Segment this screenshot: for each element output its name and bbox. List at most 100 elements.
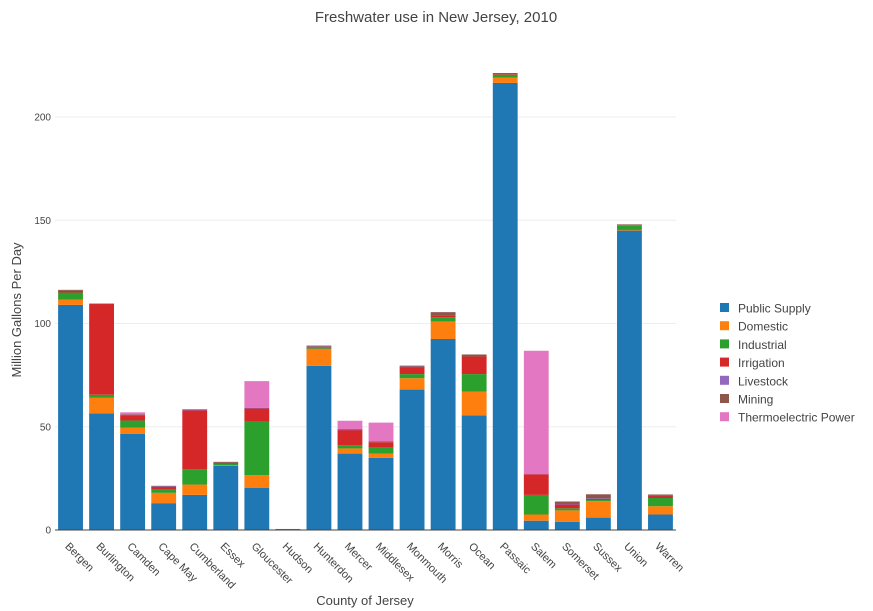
bar-segment	[337, 429, 363, 446]
bar-segment	[213, 462, 239, 464]
bar-segment	[244, 407, 270, 409]
bar-segment	[523, 494, 549, 515]
bar-segment	[399, 374, 425, 379]
bar-segment	[461, 356, 487, 375]
bar-segment	[430, 315, 456, 318]
bar-segment	[523, 350, 549, 474]
bar-segment	[306, 346, 332, 348]
bar-segment	[492, 74, 518, 75]
bar-segment	[182, 494, 208, 530]
y-tick-label: 50	[40, 422, 52, 433]
bar-segment	[617, 225, 642, 226]
bar-segment	[89, 303, 114, 395]
legend-swatch	[720, 303, 729, 312]
bar-segment	[585, 494, 611, 499]
bar-segment	[120, 433, 146, 530]
bar-segment	[461, 391, 487, 416]
bar-segment	[244, 475, 270, 488]
bar-segment	[306, 365, 332, 530]
legend-label: Thermoelectric Power	[738, 411, 855, 425]
bar-segment	[554, 504, 580, 509]
bar-segment	[492, 77, 518, 83]
bar-segment	[182, 469, 208, 485]
bar-segment	[399, 389, 425, 530]
bar-segment	[554, 510, 580, 522]
legend-label: Domestic	[738, 320, 788, 334]
bar-segment	[120, 414, 146, 416]
bar-segment	[337, 429, 363, 430]
bar-segment	[58, 292, 83, 300]
bar-segment	[368, 453, 394, 458]
bar-segment	[554, 503, 580, 505]
legend-label: Irrigation	[738, 356, 785, 370]
bar-segment	[337, 448, 363, 454]
bar-segment	[648, 497, 673, 507]
bar-segment	[213, 461, 239, 463]
bar-segment	[492, 74, 518, 78]
bar-segment	[182, 484, 208, 495]
bar-segment	[523, 520, 549, 530]
y-tick-label: 0	[45, 526, 51, 537]
legend-swatch	[720, 321, 729, 331]
bar-segment	[585, 499, 611, 501]
y-tick-label: 100	[34, 319, 51, 330]
bar-segment	[151, 485, 177, 487]
bar-segment	[430, 321, 456, 339]
legend-label: Public Supply	[738, 302, 811, 316]
bar-segment	[617, 224, 642, 226]
bar-segment	[461, 374, 487, 392]
bar-segment	[120, 415, 146, 421]
bar-segment	[213, 465, 239, 466]
bar-segment	[120, 412, 146, 415]
bar-segment	[337, 453, 363, 530]
bar-segment	[275, 528, 301, 530]
legend-label: Mining	[738, 393, 773, 407]
bars-layer	[58, 73, 673, 531]
bar-segment	[244, 421, 270, 476]
bar-segment	[151, 489, 177, 493]
legend-label: Livestock	[738, 374, 789, 388]
bar-segment	[182, 410, 208, 470]
bar-segment	[585, 501, 611, 518]
bar-segment	[306, 349, 332, 366]
bar-segment	[306, 347, 332, 349]
bar-segment	[337, 445, 363, 449]
bar-segment	[617, 225, 642, 230]
bar-segment	[492, 73, 518, 75]
bar-segment	[461, 415, 487, 530]
bar-segment	[617, 229, 642, 231]
bar-segment	[244, 487, 270, 530]
bar-segment	[585, 517, 611, 530]
legend-swatch	[720, 339, 729, 349]
legend-swatch	[720, 357, 729, 367]
bar-segment	[461, 354, 487, 357]
x-tick-label: Union	[621, 541, 650, 570]
bar-segment	[58, 299, 83, 305]
bar-segment	[648, 494, 673, 496]
bar-segment	[523, 473, 549, 475]
bar-segment	[182, 409, 208, 411]
bar-segment	[120, 427, 146, 434]
grid-layer	[55, 116, 676, 428]
bar-segment	[58, 304, 83, 530]
bar-segment	[89, 303, 114, 305]
bar-segment	[399, 365, 425, 367]
bar-segment	[213, 463, 239, 466]
y-tick-label: 200	[34, 113, 51, 124]
bar-segment	[399, 366, 425, 375]
bar-segment	[89, 394, 114, 398]
bar-segment	[337, 429, 363, 431]
bar-segment	[617, 230, 642, 530]
bar-segment	[399, 378, 425, 390]
legend-swatch	[720, 375, 729, 385]
bar-segment	[89, 397, 114, 414]
legend-swatch	[720, 394, 729, 403]
bar-segment	[151, 486, 177, 488]
x-tick-label: Warren	[652, 541, 686, 575]
bar-segment	[554, 501, 580, 504]
bar-segment	[368, 441, 394, 443]
legend-label: Industrial	[738, 338, 787, 352]
bar-segment	[120, 420, 146, 428]
bar-segment	[337, 420, 363, 430]
